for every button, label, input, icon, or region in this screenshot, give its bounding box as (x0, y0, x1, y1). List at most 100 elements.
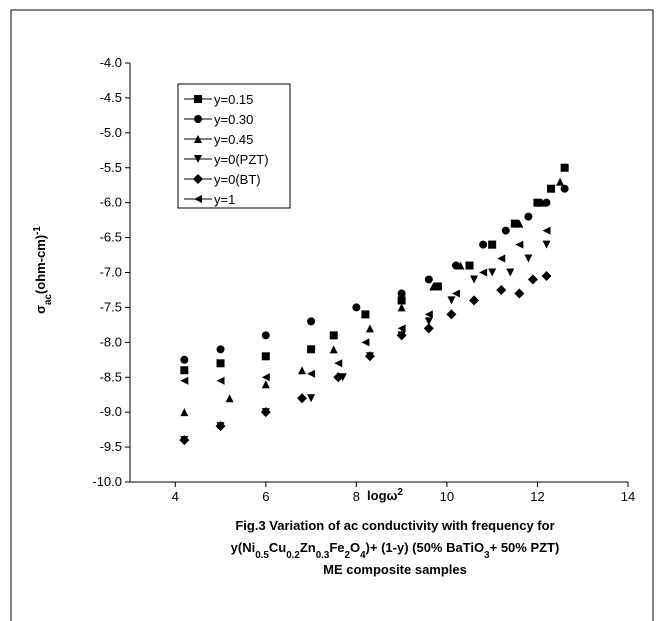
marker (496, 284, 507, 295)
marker (307, 394, 316, 403)
marker (510, 219, 519, 228)
text-part: Zn (300, 540, 316, 555)
text-part: 2 (398, 487, 404, 498)
text-part: 4 (360, 550, 366, 561)
x-tick-label: 6 (262, 489, 269, 504)
y-tick-label: -9.0 (100, 404, 122, 419)
marker (364, 351, 375, 362)
y-axis-label: σac(ohm-cm)-1 (32, 226, 54, 314)
y-tick-label: -8.0 (100, 334, 122, 349)
marker (397, 303, 406, 312)
marker (424, 317, 433, 326)
text-part: 0.5 (255, 550, 269, 561)
y-tick-label: -5.0 (100, 125, 122, 140)
x-tick-label: 8 (353, 489, 360, 504)
y-tick-label: -7.0 (100, 265, 122, 280)
marker (537, 198, 546, 207)
marker (215, 421, 226, 432)
marker (334, 359, 343, 368)
text-part: σ (33, 305, 48, 314)
legend-label: y=0(BT) (214, 172, 261, 187)
marker (533, 198, 542, 207)
marker (488, 268, 497, 277)
y-tick-label: -4.5 (100, 90, 122, 105)
marker (465, 261, 474, 270)
marker (488, 240, 497, 249)
text-part: ac (43, 294, 54, 305)
marker (180, 376, 189, 385)
marker (361, 310, 370, 319)
marker (423, 323, 434, 334)
caption-line: ME composite samples (323, 562, 467, 577)
legend-label: y=0.30 (214, 112, 253, 127)
marker (333, 372, 344, 383)
marker (329, 331, 338, 340)
marker (556, 177, 565, 186)
marker (261, 331, 270, 340)
marker (479, 240, 488, 249)
text-part: O (350, 540, 360, 555)
marker (180, 366, 189, 375)
marker (541, 270, 552, 281)
marker (216, 345, 225, 354)
marker (307, 369, 316, 378)
marker (560, 184, 569, 193)
y-tick-label: -9.5 (100, 439, 122, 454)
marker (524, 254, 533, 263)
marker (260, 407, 271, 418)
legend-marker (193, 174, 203, 184)
marker (433, 282, 442, 291)
marker (179, 435, 190, 446)
text-part: )+ (1-y) (50% BaTiO (366, 540, 485, 555)
marker (297, 393, 308, 404)
legend-marker (194, 95, 202, 103)
marker (501, 226, 510, 235)
marker (329, 345, 338, 354)
y-tick-label: -7.5 (100, 299, 122, 314)
text-part: Fe (329, 540, 344, 555)
text-part: 0.3 (316, 550, 330, 561)
x-tick-label: 10 (440, 489, 454, 504)
legend-marker (194, 135, 202, 143)
marker (469, 295, 480, 306)
marker (479, 268, 488, 277)
marker (397, 289, 406, 298)
marker (397, 296, 406, 305)
marker (447, 296, 456, 305)
y-tick-label: -4.0 (100, 55, 122, 70)
marker (216, 359, 225, 368)
caption-line: y(Ni0.5Cu0.2Zn0.3Fe2O4)+ (1-y) (50% BaTi… (231, 540, 560, 561)
text-part: log (367, 488, 387, 503)
caption-line: Fig.3 Variation of ac conductivity with … (235, 518, 554, 533)
text-part: 3 (484, 550, 490, 561)
marker (515, 219, 524, 228)
y-tick-label: -6.5 (100, 230, 122, 245)
marker (180, 355, 189, 364)
y-tick-label: -10.0 (92, 474, 122, 489)
marker (424, 275, 433, 284)
text-part: 0.2 (286, 550, 300, 561)
marker (470, 275, 479, 284)
legend-label: y=0.15 (214, 92, 253, 107)
marker (307, 345, 316, 354)
marker (261, 380, 270, 389)
text-part: (ohm-cm) (33, 235, 48, 294)
text-part: ω (387, 488, 398, 503)
marker (352, 303, 361, 312)
y-tick-label: -5.5 (100, 160, 122, 175)
marker (396, 330, 407, 341)
legend-marker (194, 195, 202, 203)
text-part: -1 (32, 226, 43, 235)
marker (261, 373, 270, 382)
marker (456, 261, 465, 270)
marker (560, 163, 569, 172)
marker (527, 274, 538, 285)
legend-label: y=0.45 (214, 132, 253, 147)
marker (524, 212, 533, 221)
text-part: ME composite samples (323, 562, 467, 577)
legend-marker (194, 155, 202, 163)
frame (10, 9, 654, 621)
x-axis-label: logω2 (367, 487, 403, 504)
